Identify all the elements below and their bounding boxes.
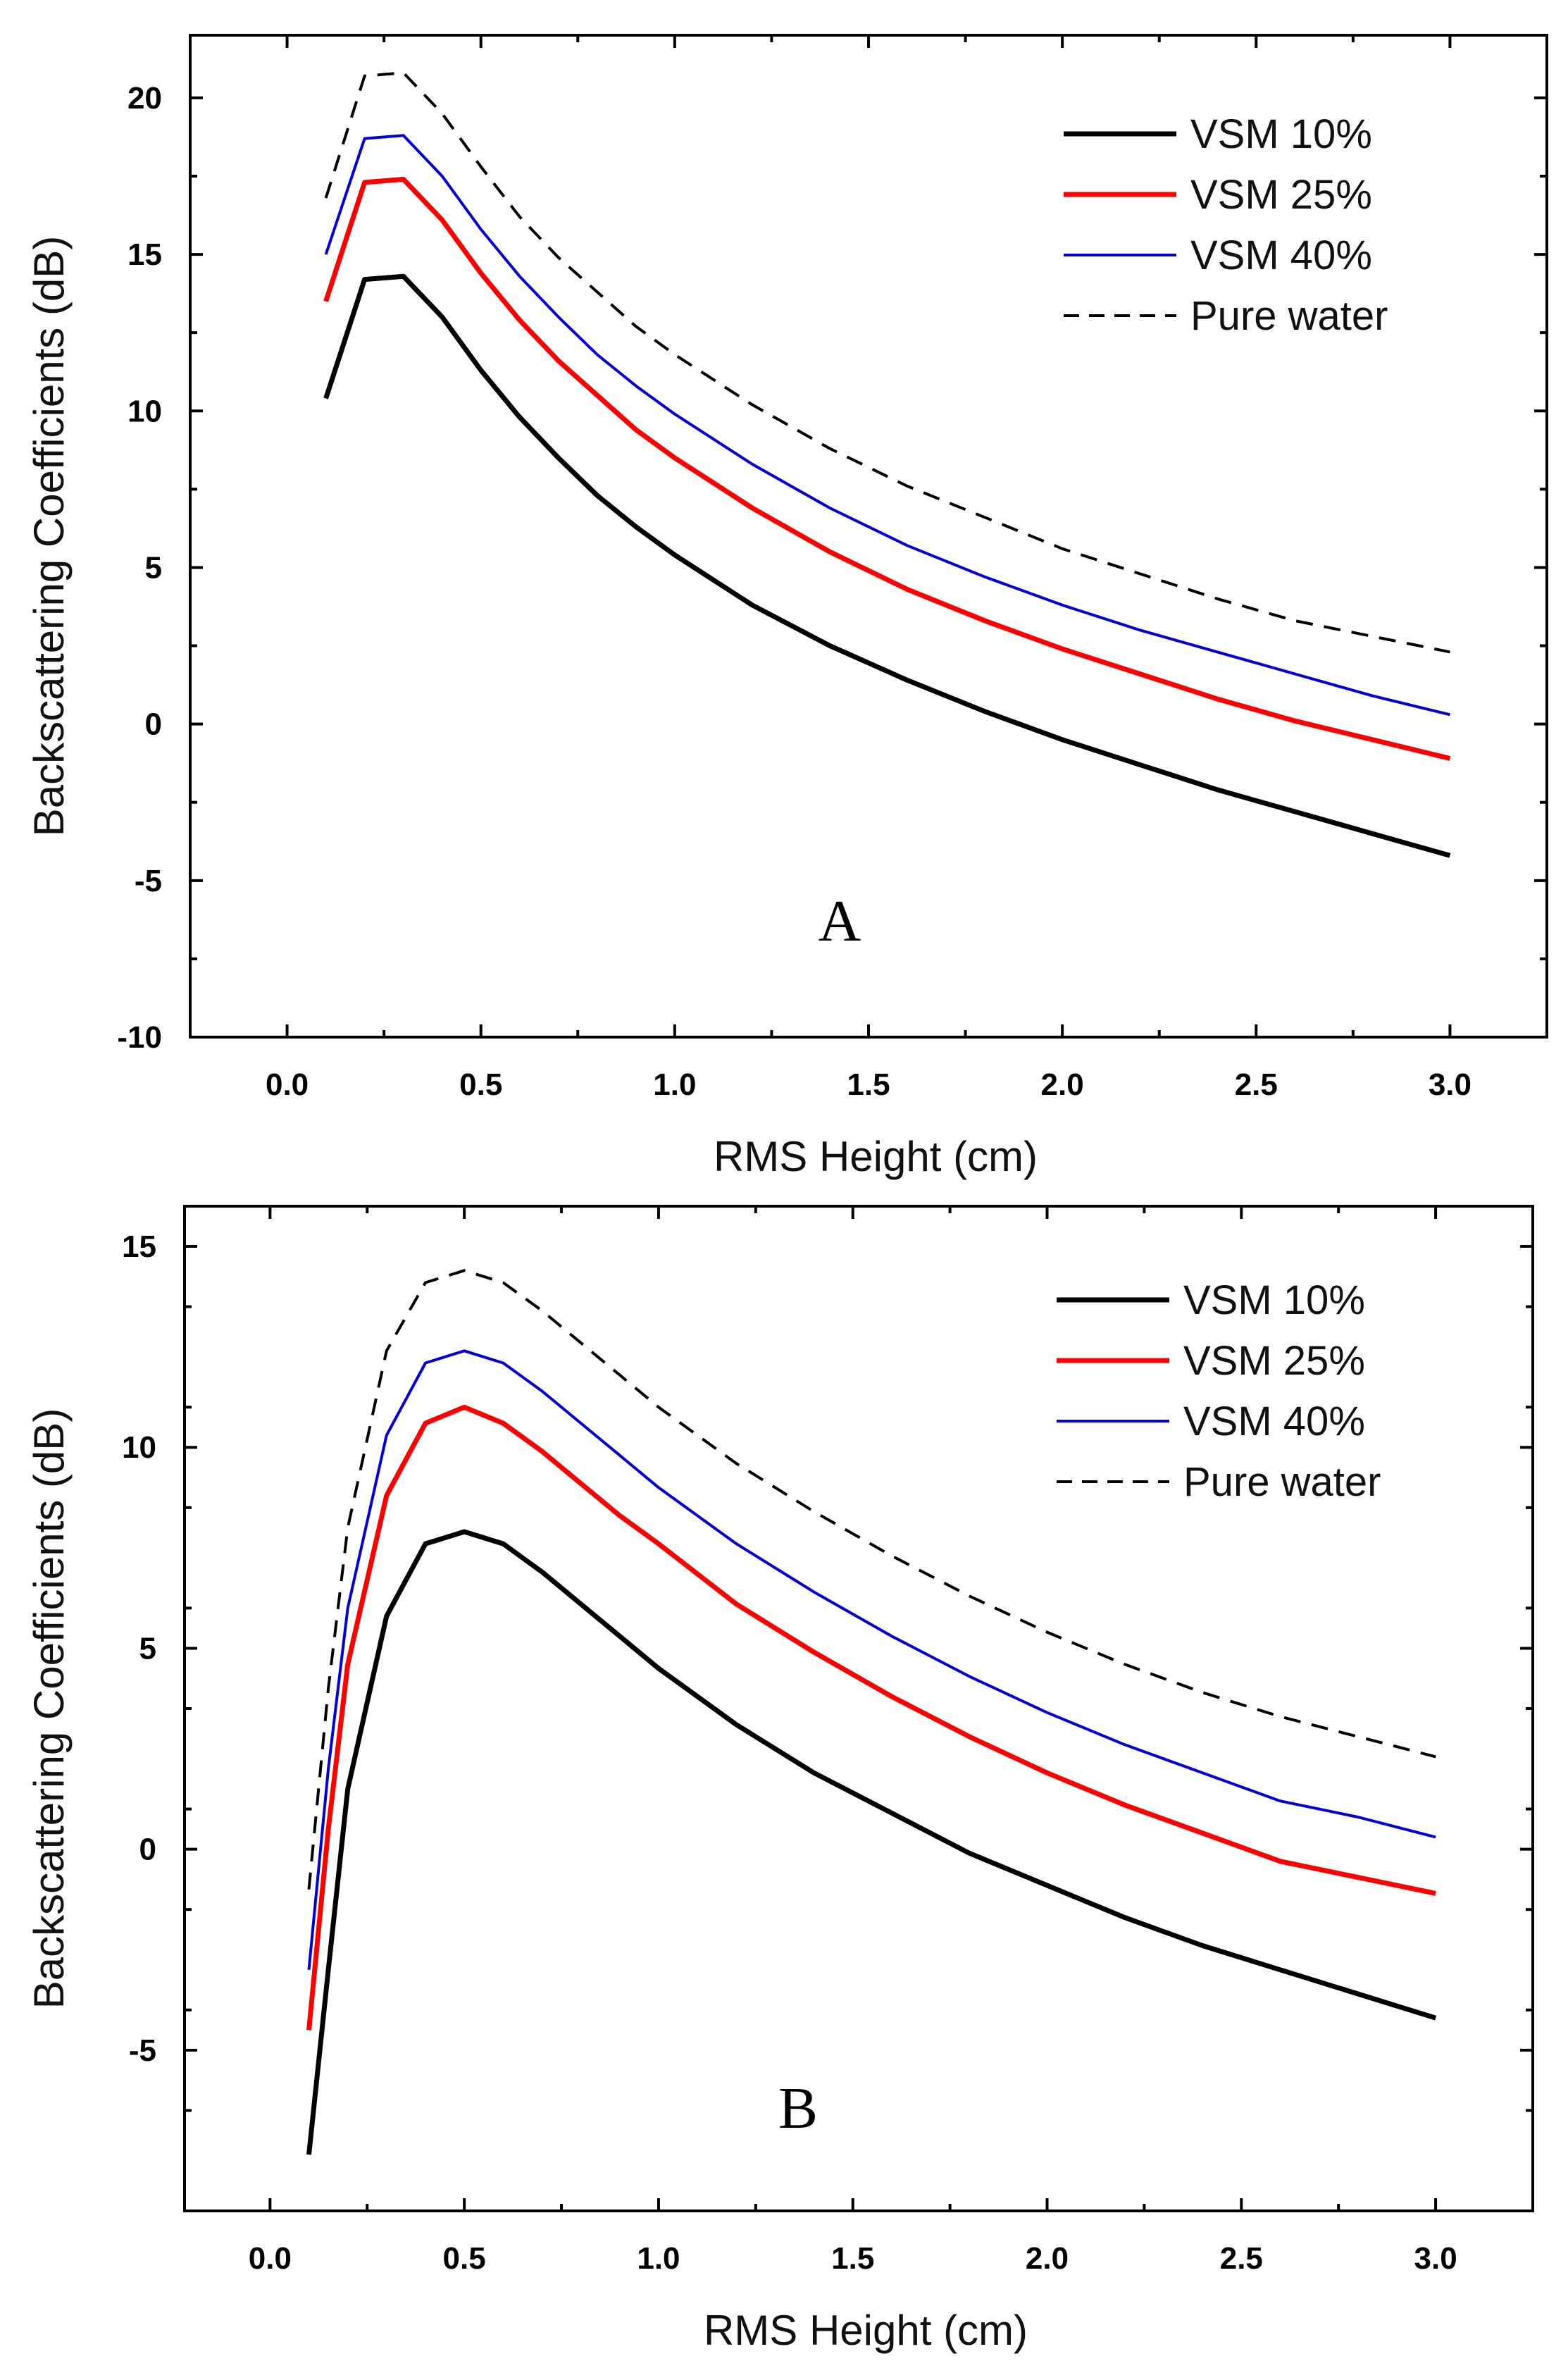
x-tick-label: 0.5 [443, 2241, 486, 2276]
series-line-vsm-25- [306, 1404, 1436, 2031]
y-tick-label: 5 [139, 1631, 156, 1666]
y-tick-label: 15 [122, 1229, 156, 1264]
x-tick-label: 2.5 [1220, 2241, 1263, 2276]
legend-label: Pure water [1183, 1459, 1381, 1505]
y-tick-label: -5 [135, 864, 162, 898]
y-tick-label: 20 [127, 81, 162, 116]
y-tick-label: 0 [145, 707, 162, 742]
series-line-vsm-40- [324, 134, 1450, 717]
y-tick-label: 5 [145, 550, 162, 585]
y-axis-title: Backscattering Coefficients (dB) [25, 236, 73, 837]
legend-label: Pure water [1190, 293, 1388, 339]
x-axis-title: RMS Height (cm) [704, 2307, 1028, 2354]
series-line-vsm-10- [306, 1529, 1437, 2155]
series-line-vsm-10- [323, 273, 1451, 858]
panel-label: A [819, 888, 861, 954]
x-tick-label: 0.0 [266, 1067, 309, 1102]
x-tick-label: 2.5 [1235, 1067, 1278, 1102]
y-tick-label: 0 [139, 1833, 156, 1867]
y-tick-label: 10 [127, 394, 162, 428]
y-axis-title: Backscattering Coefficients (dB) [25, 1408, 73, 2009]
x-tick-label: 3.0 [1414, 2241, 1457, 2276]
series-line-vsm-25- [323, 176, 1451, 761]
series-line-pure-water [324, 71, 1450, 654]
x-tick-label: 1.0 [653, 1067, 696, 1102]
x-tick-label: 1.0 [637, 2241, 680, 2276]
y-tick-label: 10 [122, 1430, 156, 1465]
legend-label: VSM 10% [1190, 111, 1372, 157]
chart-panel-b: 0.0 0.5 1.0 1.5 2.0 2.5 3.0 -5 0 5 10 15 RMS Height … [25, 1205, 1534, 2354]
x-tick-label: 3.0 [1429, 1067, 1471, 1102]
legend-label: VSM 25% [1190, 172, 1372, 218]
legend-label: VSM 10% [1183, 1277, 1365, 1323]
x-tick-label: 1.5 [847, 1067, 890, 1102]
x-tick-label: 1.5 [831, 2241, 874, 2276]
x-tick-label: 0.5 [459, 1067, 502, 1102]
legend-label: VSM 40% [1190, 233, 1372, 278]
y-tick-label: 15 [127, 237, 162, 272]
x-axis-title: RMS Height (cm) [714, 1133, 1038, 1180]
panel-label: B [778, 2076, 818, 2141]
x-tick-label: 0.0 [249, 2241, 292, 2276]
series-line-pure-water [307, 1269, 1436, 1890]
y-tick-label: -10 [117, 1020, 162, 1055]
chart-panel-a: 0.0 0.5 1.0 1.5 2.0 2.5 3.0 -10 -5 0 5 10 15 20 RMS He… [25, 34, 1548, 1180]
series-line-vsm-40- [307, 1349, 1436, 1970]
x-tick-label: 2.0 [1041, 1067, 1084, 1102]
x-tick-label: 2.0 [1026, 2241, 1069, 2276]
legend-label: VSM 25% [1183, 1338, 1365, 1384]
legend-label: VSM 40% [1183, 1399, 1365, 1444]
y-tick-label: -5 [129, 2033, 156, 2068]
